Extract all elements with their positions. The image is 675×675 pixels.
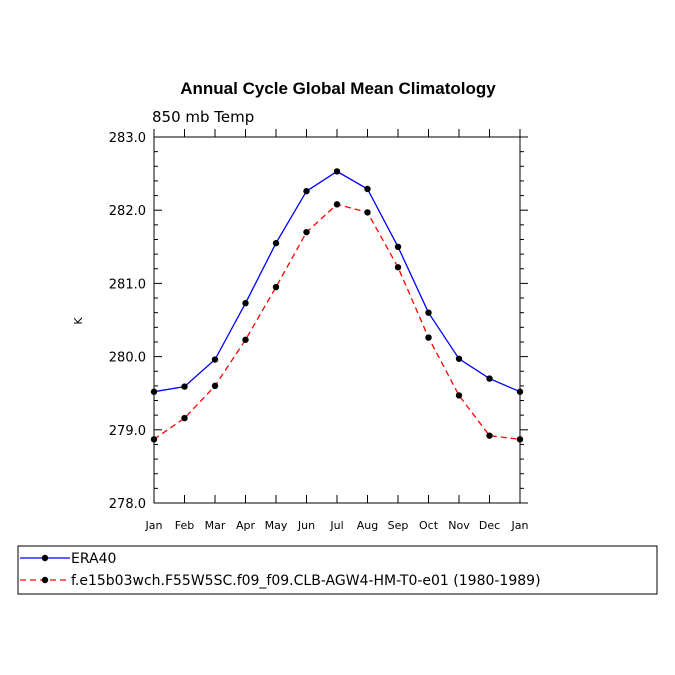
legend-label-2: f.e15b03wch.F55W5SC.f09_f09.CLB-AGW4-HM-… (71, 573, 541, 589)
x-tick-label: Feb (175, 519, 194, 532)
x-tick-label: Apr (236, 519, 256, 532)
series-2-point (455, 392, 463, 399)
x-tick-label: Nov (448, 519, 470, 532)
series-2-point (181, 414, 188, 422)
x-tick-label: Jan (511, 519, 529, 532)
legend-marker-1 (41, 554, 49, 562)
legend-box (17, 545, 658, 595)
series-1-point (394, 243, 402, 250)
x-tick-label: Sep (388, 519, 409, 532)
series-1-point (272, 239, 280, 247)
x-tick-label: Oct (419, 519, 439, 532)
y-tick-label: 279.0 (109, 424, 146, 439)
series-2-point (272, 283, 280, 291)
series-2-point (516, 436, 524, 443)
series-1-point (455, 355, 463, 362)
x-tick-label: May (265, 519, 288, 532)
series-2-point (303, 228, 310, 236)
series-2-point (211, 382, 219, 390)
series-1-point (486, 375, 493, 382)
series-2-point (394, 264, 402, 271)
y-tick-label: 280.0 (109, 351, 146, 366)
series-group (150, 168, 524, 443)
x-tick-label: Jul (329, 519, 343, 532)
series-2-point (425, 334, 432, 341)
series-2-point (486, 432, 493, 439)
series-1-point (303, 187, 310, 195)
x-tick-label: Aug (357, 519, 378, 532)
y-axis-label: K (72, 317, 85, 325)
series-1-point (150, 388, 158, 395)
x-tick-label: Jan (145, 519, 163, 532)
series-1-point (516, 388, 524, 395)
axis-ticks: 278.0 279.0 280.0 281.0 282.0 283.0 Jan Feb Mar A… (109, 129, 529, 532)
series-2-point (364, 209, 371, 216)
series-1-point (364, 185, 371, 193)
series-2-point (150, 436, 158, 443)
series-1-point (425, 309, 432, 316)
legend: ERA40 f.e15b03wch.F55W5SC.f09_f09.CLB-AGW… (20, 551, 541, 589)
series-1-point (333, 168, 341, 175)
x-tick-label: Jun (297, 519, 315, 532)
chart-title: Annual Cycle Global Mean Climatology (180, 79, 496, 98)
legend-label-1: ERA40 (71, 551, 116, 567)
y-tick-label: 282.0 (109, 204, 146, 219)
series-1-point (242, 299, 249, 307)
legend-marker-2 (41, 576, 49, 584)
series-1-point (181, 383, 188, 390)
x-tick-label: Dec (479, 519, 500, 532)
y-tick-label: 278.0 (109, 497, 146, 512)
series-1-point (211, 356, 219, 363)
series-2-point (333, 201, 341, 208)
x-tick-label: Mar (205, 519, 226, 532)
series-2-point (242, 336, 249, 343)
y-tick-label: 283.0 (109, 131, 146, 146)
y-tick-label: 281.0 (109, 277, 146, 292)
plot-frame (153, 136, 521, 504)
series-line-2 (153, 203, 521, 440)
chart-subtitle: 850 mb Temp (152, 108, 254, 126)
